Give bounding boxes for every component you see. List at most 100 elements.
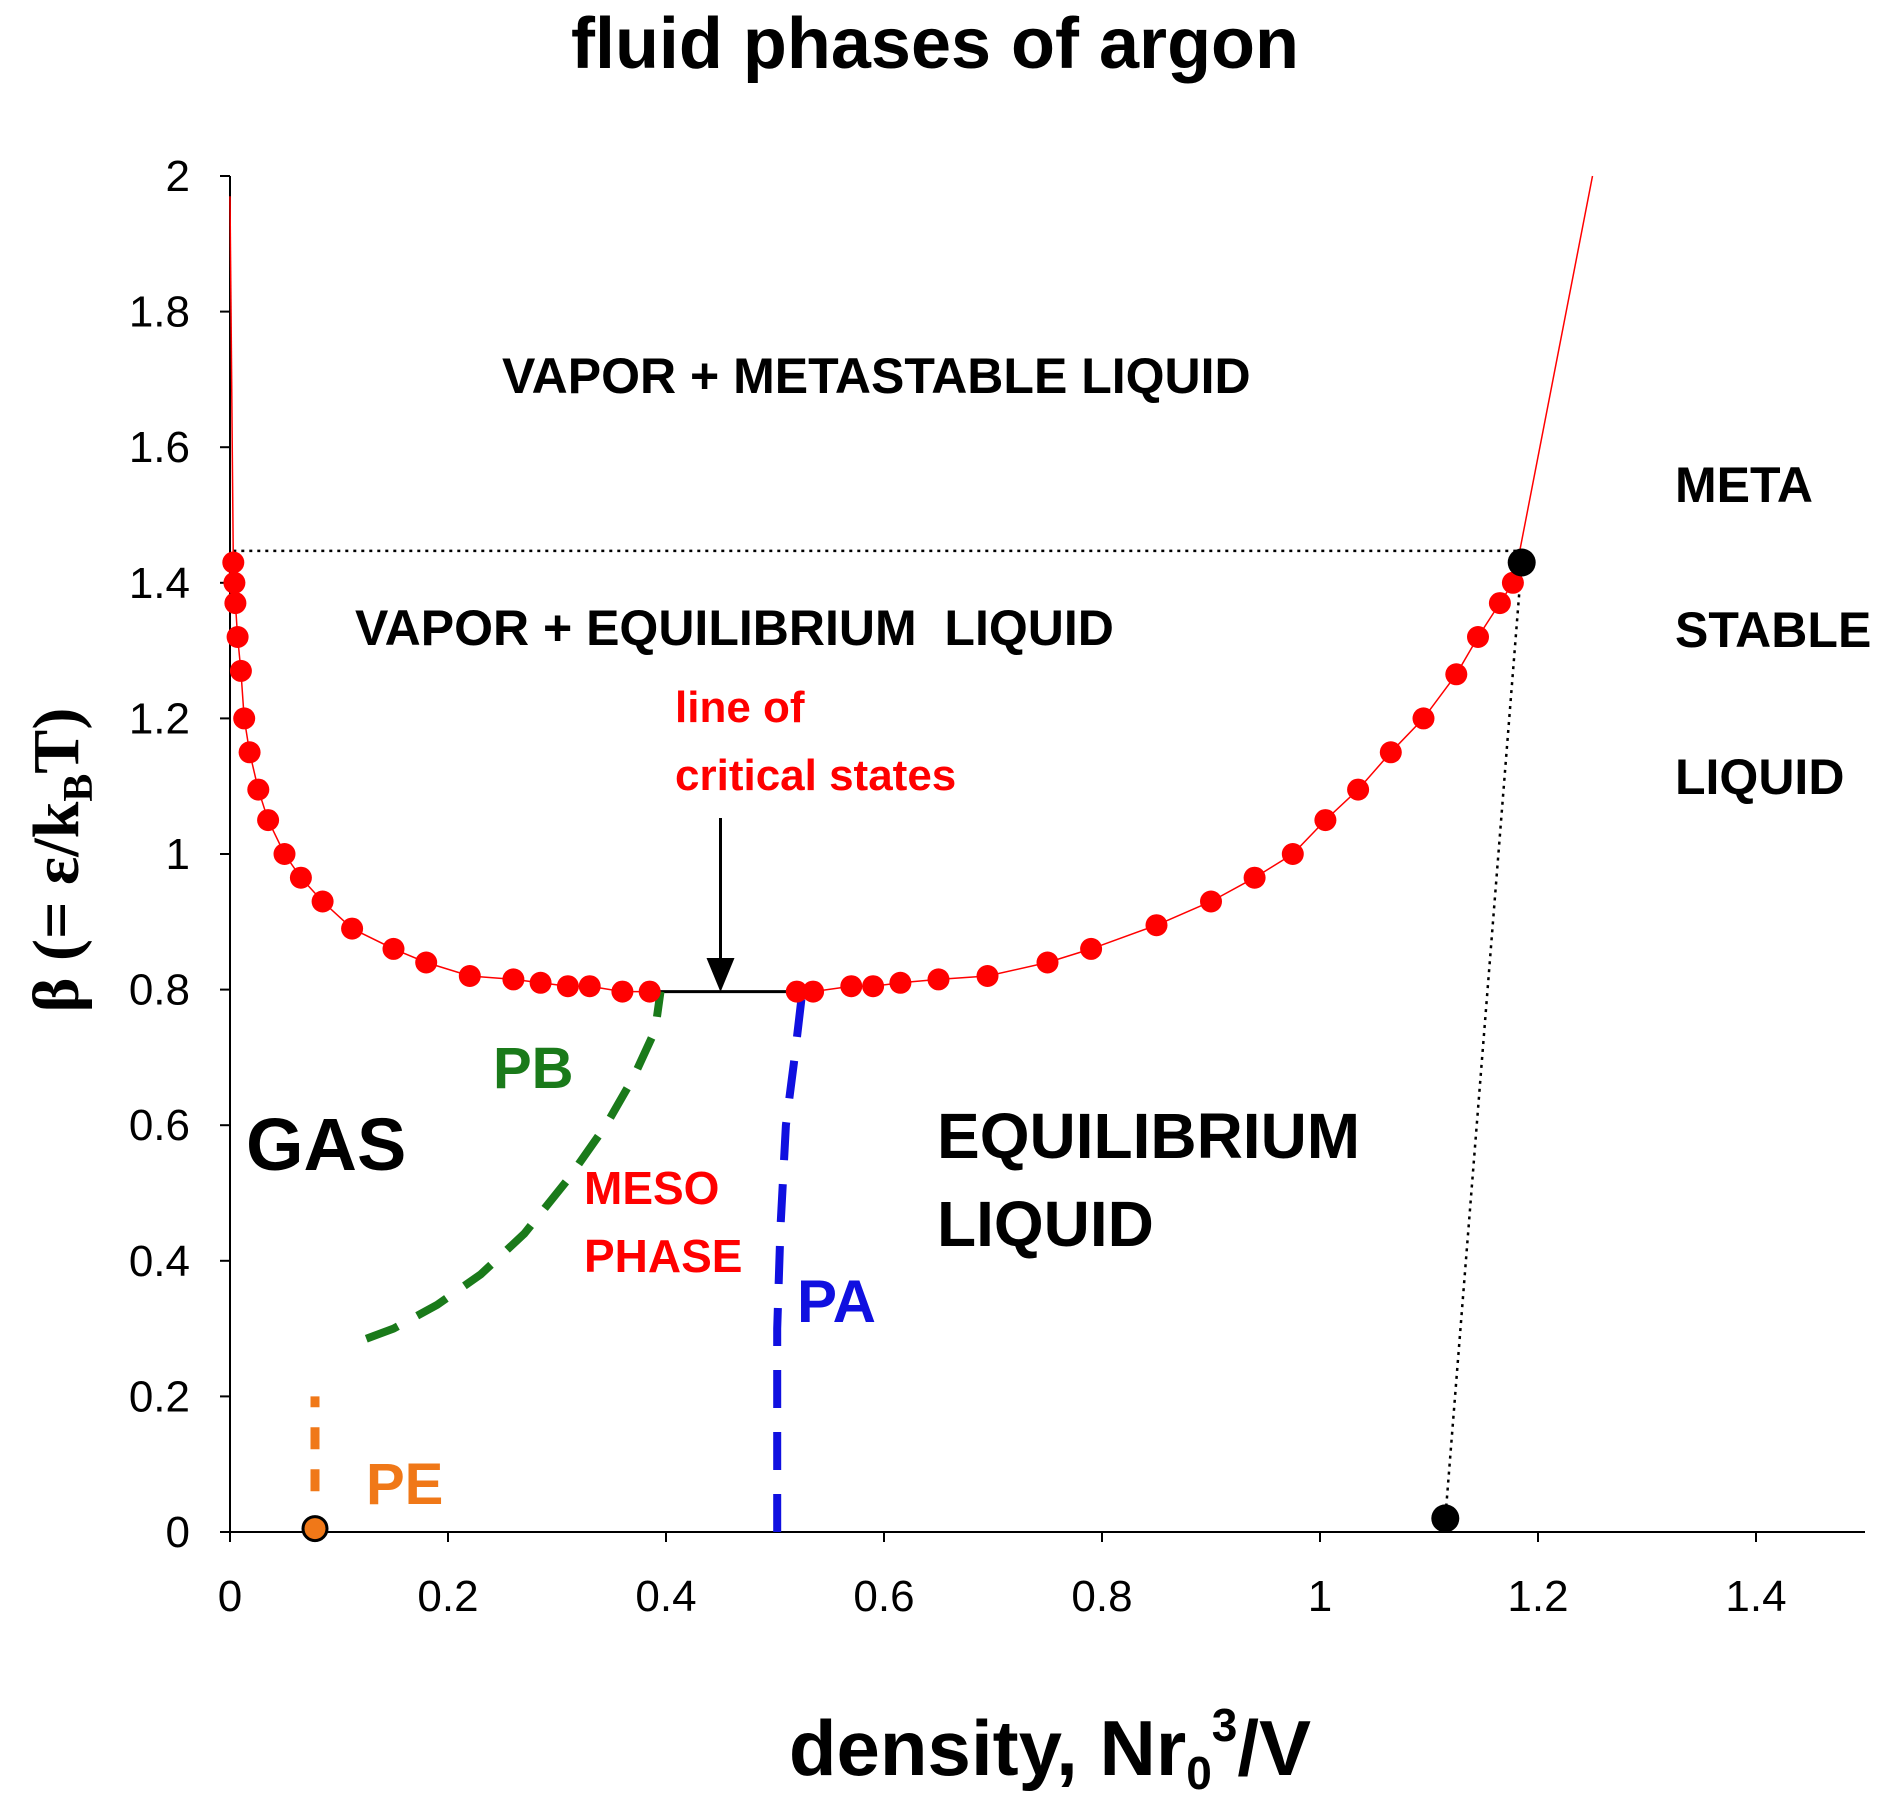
coexistence-point: [226, 626, 249, 648]
y-tick-label: 2: [166, 152, 190, 201]
coexistence-point: [223, 571, 246, 594]
label-pb: PB: [493, 1036, 574, 1101]
coexistence-point: [556, 975, 579, 998]
coexistence-curve-left: [232, 562, 650, 993]
label-gas: GAS: [246, 1103, 406, 1186]
coexistence-point: [222, 551, 245, 574]
y-tick-label: 0.8: [129, 966, 190, 1015]
coexistence-point: [785, 980, 808, 1003]
coexistence-point: [1488, 592, 1511, 615]
label-meta-liquid: LIQUID: [1675, 749, 1844, 805]
y-tick-label: 1.8: [129, 288, 190, 337]
coexistence-point: [257, 809, 280, 832]
dotted-reference-line: [1444, 562, 1523, 1519]
y-label-tail: T): [20, 708, 93, 774]
label-meta: META: [1675, 457, 1813, 513]
coexistence-point: [1243, 866, 1266, 889]
coexistence-point: [238, 741, 261, 764]
label-stable: STABLE: [1675, 602, 1871, 658]
x-tick-label: 0.2: [417, 1572, 478, 1621]
x-label-sup: 3: [1212, 1699, 1238, 1751]
x-tick-label: 0: [218, 1572, 242, 1621]
label-vapor-equilibrium: VAPOR + EQUILIBRIUM LIQUID: [355, 600, 1114, 656]
x-tick-label: 0.8: [1071, 1572, 1132, 1621]
x-label-tail: /V: [1237, 1704, 1311, 1792]
orange-marker-point: [301, 1515, 329, 1543]
coexistence-point: [1080, 937, 1103, 960]
coexistence-point: [638, 980, 661, 1003]
vapor-branch-extension: [229, 196, 235, 563]
y-tick-label: 1.2: [129, 694, 190, 743]
coexistence-point: [229, 659, 252, 682]
label-equilibrium: EQUILIBRIUM: [937, 1100, 1360, 1172]
coexistence-point: [415, 951, 438, 974]
coexistence-point: [889, 971, 912, 994]
x-tick-label: 0.4: [635, 1572, 696, 1621]
y-label-sub: B: [56, 774, 102, 802]
coexistence-point: [1445, 663, 1468, 686]
black-marker-point: [1507, 548, 1536, 577]
coexistence-point: [862, 975, 885, 998]
coexistence-point: [927, 968, 950, 991]
x-ticks: 0 0.2 0.4 0.6 0.8 1 1.2 1.4: [218, 1532, 1787, 1621]
coexistence-point: [1467, 626, 1489, 648]
coexistence-point: [1036, 951, 1059, 974]
coexistence-point: [289, 866, 312, 889]
coexistence-point: [233, 707, 256, 730]
x-tick-label: 1: [1308, 1572, 1332, 1621]
x-label-sub: 0: [1186, 1747, 1212, 1794]
coexistence-point: [578, 975, 601, 998]
region-labels: VAPOR + METASTABLE LIQUID VAPOR + EQUILI…: [246, 348, 1871, 1517]
pa-boundary-line: [773, 991, 807, 1532]
y-tick-label: 0.6: [129, 1101, 190, 1150]
coexistence-point: [1347, 778, 1370, 801]
y-tick-label: 0: [166, 1508, 190, 1557]
coexistence-point: [341, 917, 364, 940]
label-critical-line-1: line of: [675, 683, 805, 732]
y-tick-label: 1: [166, 830, 190, 879]
coexistence-point: [458, 965, 481, 987]
y-tick-label: 0.2: [129, 1372, 190, 1421]
pb-boundary-line: [364, 991, 665, 1343]
label-pa: PA: [797, 1268, 876, 1335]
label-vapor-metastable: VAPOR + METASTABLE LIQUID: [502, 348, 1251, 404]
coexistence-point: [502, 968, 525, 991]
coexistence-point: [1314, 809, 1337, 832]
coexistence-point: [611, 980, 634, 1003]
coexistence-point: [1412, 707, 1435, 730]
y-tick-label: 1.4: [129, 559, 190, 608]
coexistence-point: [1501, 571, 1524, 594]
plot-area: [222, 175, 1594, 1543]
coexistence-point: [224, 592, 247, 615]
x-label-main: density, Nr: [789, 1704, 1186, 1792]
label-pe: PE: [366, 1452, 443, 1517]
coexistence-curve-right: [796, 175, 1594, 993]
coexistence-point: [382, 937, 405, 960]
label-phase: PHASE: [584, 1230, 742, 1282]
x-tick-label: 1.4: [1725, 1572, 1786, 1621]
y-ticks: 0 0.2 0.4 0.6 0.8 1 1.2 1.4 1.6 1.8 2: [129, 152, 230, 1557]
coexistence-point: [311, 890, 334, 913]
coexistence-point: [976, 965, 999, 987]
coexistence-point: [1281, 843, 1304, 865]
x-axis-label: density, Nr03/V: [789, 1699, 1311, 1794]
y-axis-label: β (= ε/kBT): [20, 708, 102, 1013]
label-critical-line-2: critical states: [675, 751, 956, 800]
coexistence-point: [1145, 914, 1168, 937]
chart-title: fluid phases of argon: [571, 4, 1299, 84]
y-tick-label: 1.6: [129, 423, 190, 472]
coexistence-point: [247, 778, 270, 801]
critical-arrow-head: [706, 958, 735, 992]
label-equilibrium-liquid: LIQUID: [937, 1188, 1154, 1260]
coexistence-point: [840, 975, 863, 998]
x-tick-label: 1.2: [1507, 1572, 1568, 1621]
y-tick-label: 0.4: [129, 1237, 190, 1286]
coexistence-point: [273, 843, 296, 865]
coexistence-point: [529, 971, 552, 994]
y-label-main: β (= ε/k: [20, 801, 93, 1012]
coexistence-point: [1379, 741, 1402, 764]
black-marker-point: [1431, 1504, 1460, 1533]
x-tick-label: 0.6: [853, 1572, 914, 1621]
label-meso: MESO: [584, 1162, 719, 1214]
